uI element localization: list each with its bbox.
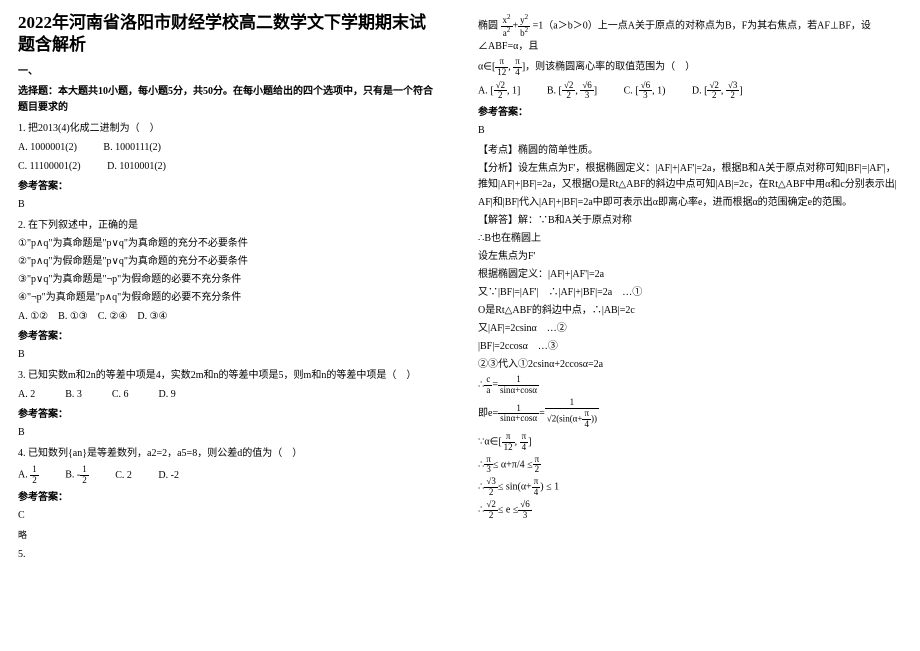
q2-ans-label: 参考答案： <box>18 329 442 345</box>
q5-optA: A. [√22, 1] <box>478 81 520 102</box>
q5-optD: D. [√22, √32] <box>692 81 743 102</box>
q5-therefore1: ∴ca=1sinα+cosα <box>478 375 902 396</box>
right-column: 椭圆 x2a2+y2b2 =1（a＞b＞0）上一点A关于原点的对称点为B，F为其… <box>460 0 920 651</box>
q1-ans-label: 参考答案： <box>18 179 442 195</box>
q3-ans: B <box>18 425 442 441</box>
q5-jd1: ∴B也在椭圆上 <box>478 231 902 247</box>
q5-jd2: 设左焦点为F' <box>478 249 902 265</box>
q5-jd3: 根据椭圆定义：|AF|+|AF'|=2a <box>478 267 902 283</box>
q1-optC: C. 11100001(2) <box>18 159 81 175</box>
q1-opts-row2: C. 11100001(2) D. 1010001(2) <box>18 159 442 175</box>
q5-jd4: 又∵|BF|=|AF'| ∴|AF|+|BF|=2a …① <box>478 285 902 301</box>
q5-fx2: AF|和|BF|代入|AF|+|BF|=2a中即可表示出α即离心率e，进而根据α… <box>478 195 902 211</box>
q2-s3: ③"p∨q"为真命题是"¬p"为假命题的必要不充分条件 <box>18 272 442 288</box>
q5-ans-label: 参考答案： <box>478 105 902 121</box>
q4-optB: B. -12 <box>65 465 89 486</box>
q3-stem: 3. 已知实数m和2n的等差中项是4，实数2m和n的等差中项是5，则m和n的等差… <box>18 368 442 384</box>
section-num: 一、 <box>18 64 442 80</box>
q5-optC: C. [√63, 1) <box>624 81 666 102</box>
q5-alpha-range: ∵α∈[π12, π4] <box>478 432 902 453</box>
q1-opts-row1: A. 1000001(2) B. 1000111(2) <box>18 140 442 156</box>
q5-opts: A. [√22, 1] B. [√22, √63] C. [√63, 1) D.… <box>478 81 902 102</box>
q5-stem-l1: 椭圆 x2a2+y2b2 =1（a＞b＞0）上一点A关于原点的对称点为B，F为其… <box>478 14 902 55</box>
q1-optA: A. 1000001(2) <box>18 140 77 156</box>
page-title: 2022年河南省洛阳市财经学校高二数学文下学期期末试题含解析 <box>18 12 442 56</box>
q1-stem: 1. 把2013(4)化成二进制为（ ） <box>18 121 442 137</box>
q1-ans: B <box>18 197 442 213</box>
q5-fx1: 【分析】设左焦点为F'，根据椭圆定义：|AF|+|AF'|=2a，根据B和A关于… <box>478 161 902 193</box>
q5-stem-l3: α∈[π12, π4]，则该椭圆离心率的取值范围为（ ） <box>478 57 902 78</box>
left-column: 2022年河南省洛阳市财经学校高二数学文下学期期末试题含解析 一、 选择题：本大… <box>0 0 460 651</box>
q5-jd7: |BF|=2ccosα …③ <box>478 339 902 355</box>
q5-jd: 【解答】解：∵B和A关于原点对称 <box>478 213 902 229</box>
q2-s1: ①"p∧q"为真命题是"p∨q"为真命题的充分不必要条件 <box>18 236 442 252</box>
ellipse-frac2: y2b2 <box>518 14 530 39</box>
q2-ans: B <box>18 347 442 363</box>
q3-ans-label: 参考答案： <box>18 407 442 423</box>
q1-optD: D. 1010001(2) <box>107 159 166 175</box>
q5-sin-range: ∴√32≤ sin(α+π4) ≤ 1 <box>478 477 902 498</box>
exam-page: 2022年河南省洛阳市财经学校高二数学文下学期期末试题含解析 一、 选择题：本大… <box>0 0 920 651</box>
q4-optD: D. -2 <box>158 468 179 484</box>
q5-ans: B <box>478 123 902 139</box>
q5-jd5: O是Rt△ABF的斜边中点，∴|AB|=2c <box>478 303 902 319</box>
q2-opts: A. ①② B. ①③ C. ②④ D. ③④ <box>18 309 442 325</box>
q4-ans-label: 参考答案： <box>18 490 442 506</box>
q1-optB: B. 1000111(2) <box>103 140 161 156</box>
q4-note: 略 <box>18 528 442 542</box>
q5-num: 5. <box>18 547 442 563</box>
q4-optA: A. 12 <box>18 465 39 486</box>
q3-opts: A. 2 B. 3 C. 6 D. 9 <box>18 387 442 403</box>
q4-ans: C <box>18 508 442 524</box>
q5-jd8: ②③代入①2csinα+2ccosα=2a <box>478 357 902 373</box>
q4-optC: C. 2 <box>115 468 132 484</box>
q5-kd: 【考点】椭圆的简单性质。 <box>478 143 902 159</box>
q5-eq2: 即e=1sinα+cosα=1√2(sin(α+π4)) <box>478 398 902 430</box>
q4-stem: 4. 已知数列{an}是等差数列，a2=2，a5=8，则公差d的值为（ ） <box>18 446 442 462</box>
q5-angle-range: ∴π3≤ α+π/4 ≤π2 <box>478 455 902 476</box>
q5-optB: B. [√22, √63] <box>547 81 597 102</box>
q2-s2: ②"p∧q"为假命题是"p∨q"为真命题的充分不必要条件 <box>18 254 442 270</box>
q2-stem: 2. 在下列叙述中，正确的是 <box>18 218 442 234</box>
q4-opts: A. 12 B. -12 C. 2 D. -2 <box>18 465 442 486</box>
ellipse-frac1: x2a2 <box>501 14 513 39</box>
q5-jd6: 又|AF|=2csinα …② <box>478 321 902 337</box>
q2-s4: ④"¬p"为真命题是"p∧q"为假命题的必要不充分条件 <box>18 290 442 306</box>
q5-final: ∴√22≤ e ≤√63 <box>478 500 902 521</box>
section-desc: 选择题：本大题共10小题，每小题5分，共50分。在每小题给出的四个选项中，只有是… <box>18 84 442 116</box>
